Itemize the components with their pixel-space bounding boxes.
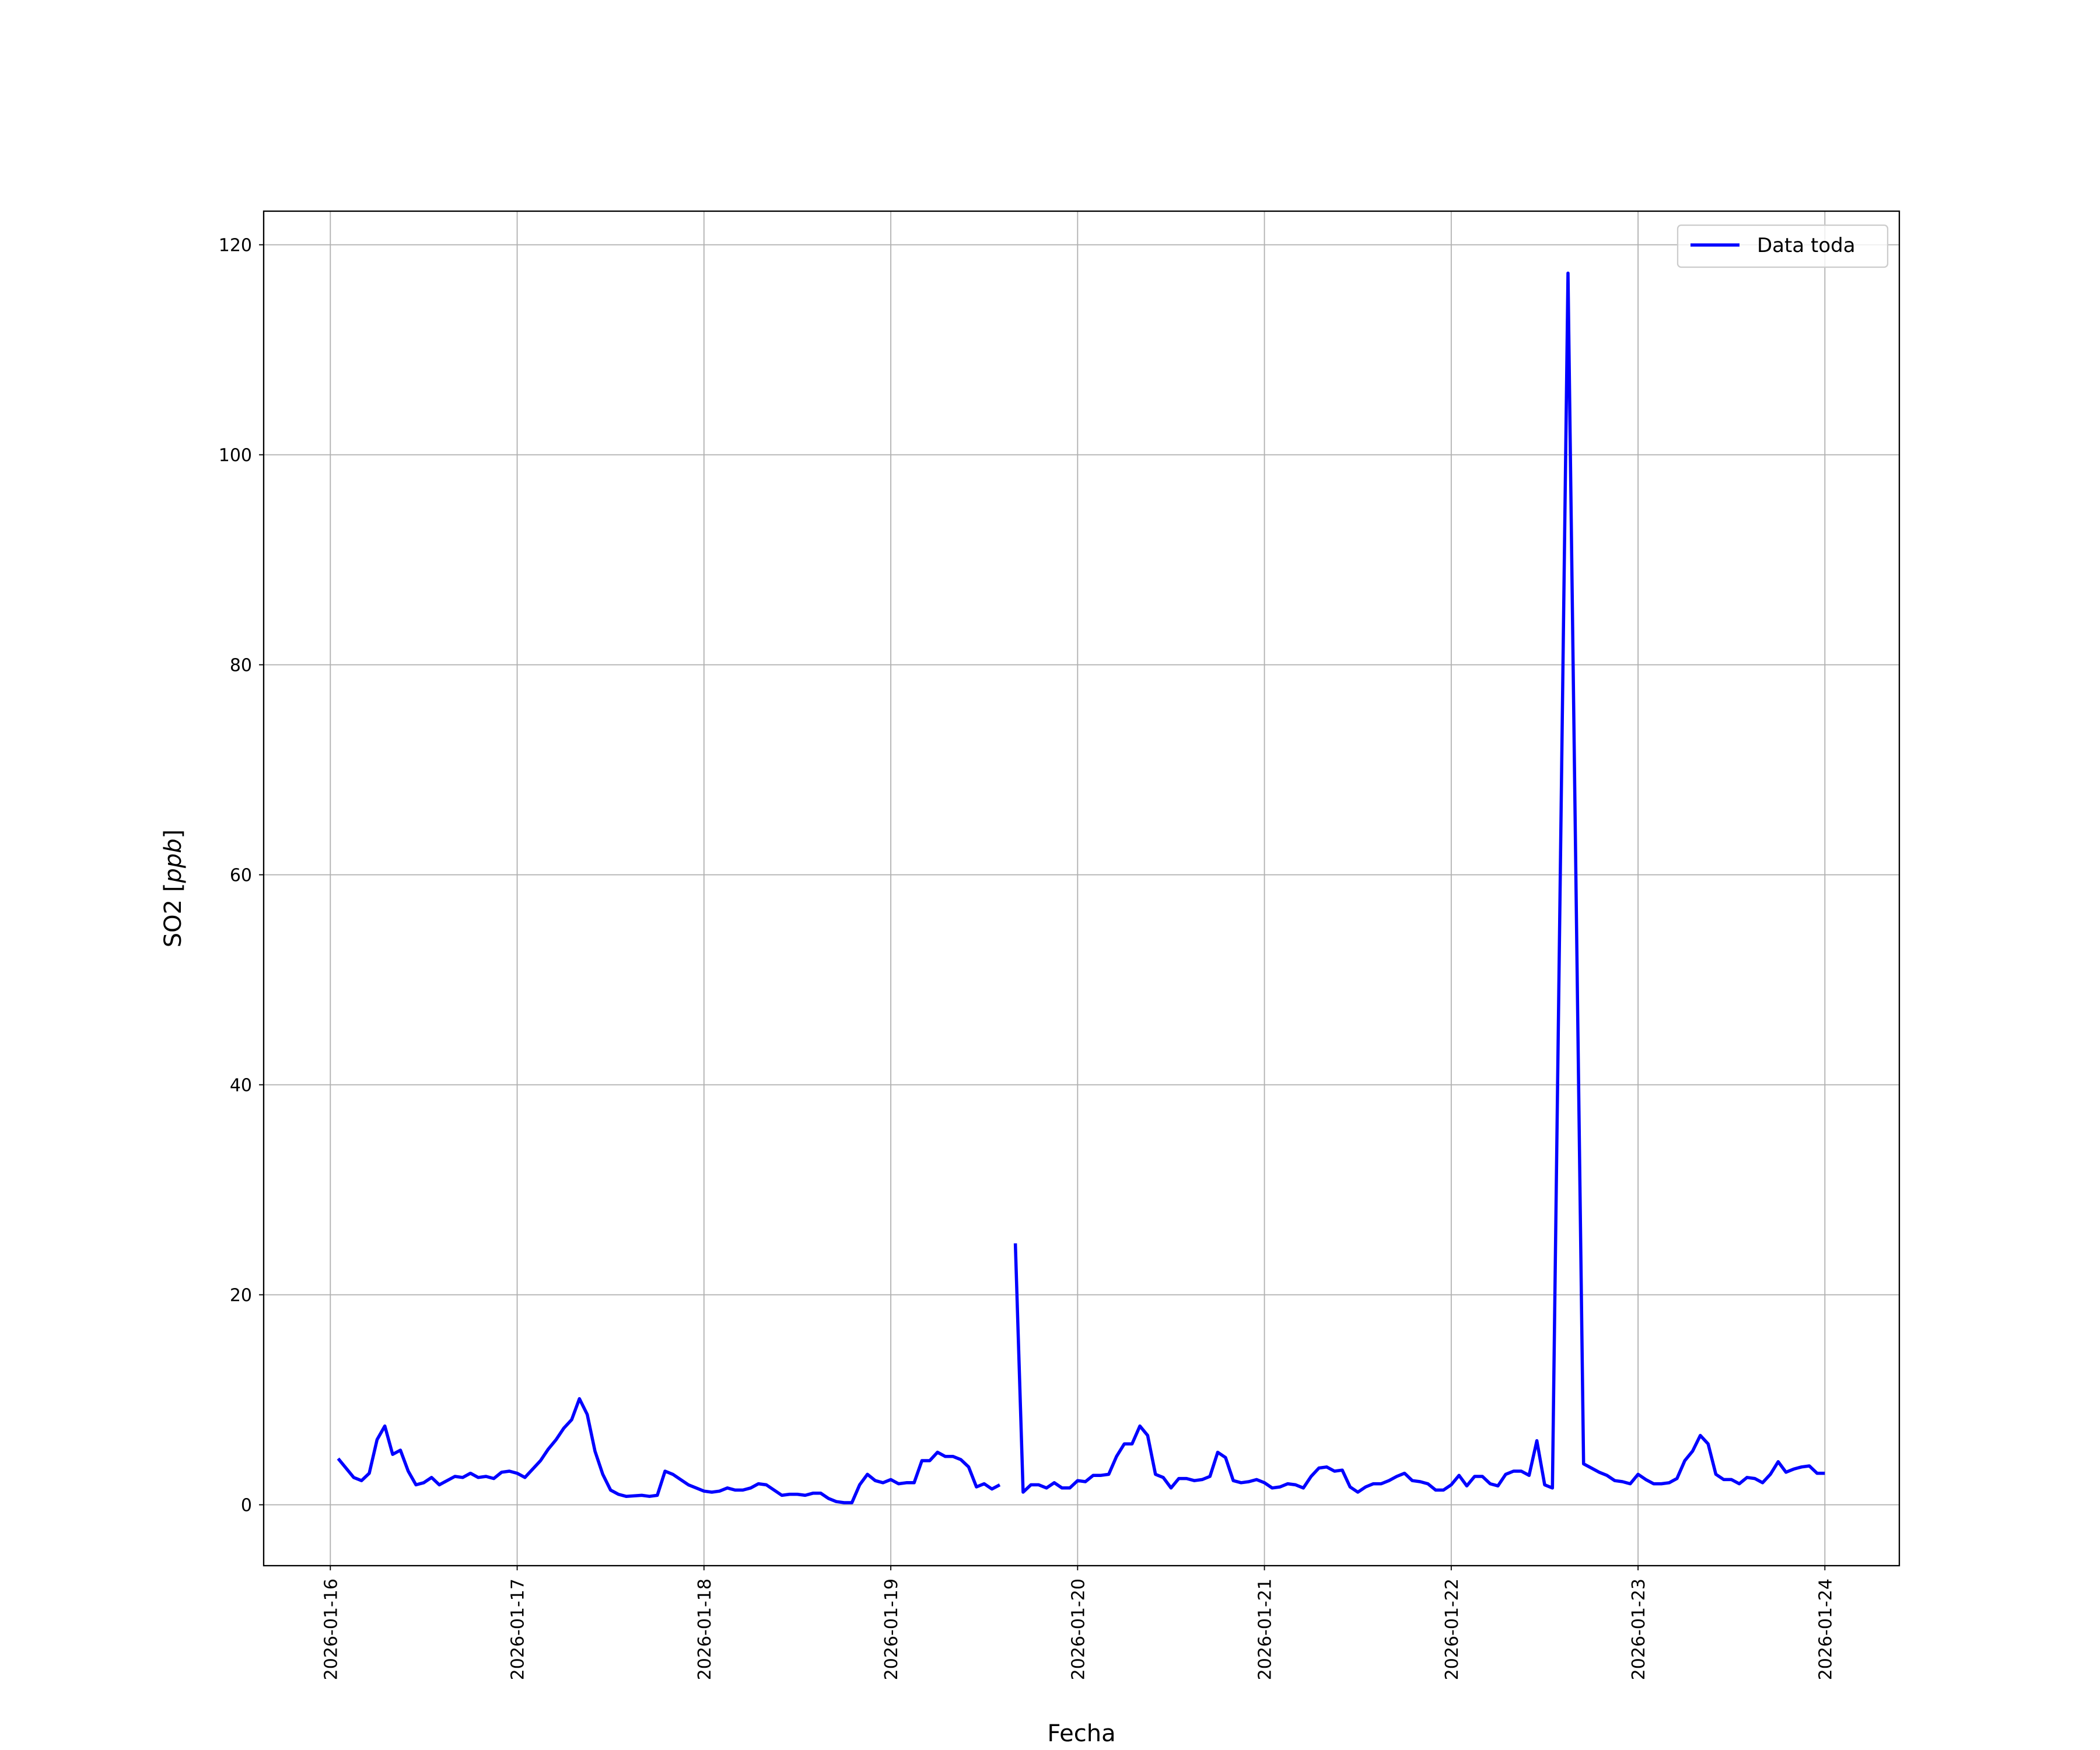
x-tick-label: 2026-01-21 [1255, 1578, 1276, 1680]
y-tick-label: 80 [230, 656, 252, 676]
x-axis-ticks: 2026-01-16 2026-01-17 2026-01-18 2026-01-19… [321, 1566, 1836, 1680]
legend-box [1676, 224, 1889, 268]
y-axis-label: SO2 [ppb] [160, 830, 187, 947]
x-axis-label: Fecha [1047, 1720, 1115, 1747]
legend-label: Data toda [1757, 234, 1856, 257]
y-tick-label: 0 [241, 1496, 252, 1516]
x-tick-label: 2026-01-16 [321, 1578, 341, 1680]
x-tick-label: 2026-01-18 [695, 1578, 715, 1680]
x-tick-label: 2026-01-23 [1629, 1578, 1649, 1680]
series-line-data-toda [337, 271, 1825, 1504]
x-tick-label: 2026-01-19 [881, 1578, 902, 1680]
x-tick-label: 2026-01-17 [508, 1578, 528, 1680]
x-tick-label: 2026-01-22 [1442, 1578, 1462, 1680]
x-tick-label: 2026-01-20 [1068, 1578, 1088, 1680]
grid-lines [264, 211, 1899, 1566]
y-tick-label: 40 [230, 1076, 252, 1096]
plot-frame [262, 210, 1901, 1567]
series-layer [337, 271, 1825, 1504]
y-tick-label: 120 [219, 236, 252, 256]
x-tick-label: 2026-01-24 [1815, 1578, 1836, 1680]
y-axis-ticks: 0 20 40 60 80 100 120 [219, 236, 264, 1516]
y-tick-label: 100 [219, 446, 252, 466]
y-tick-label: 60 [230, 866, 252, 886]
y-tick-label: 20 [230, 1286, 252, 1306]
legend: Data toda [1676, 224, 1889, 268]
